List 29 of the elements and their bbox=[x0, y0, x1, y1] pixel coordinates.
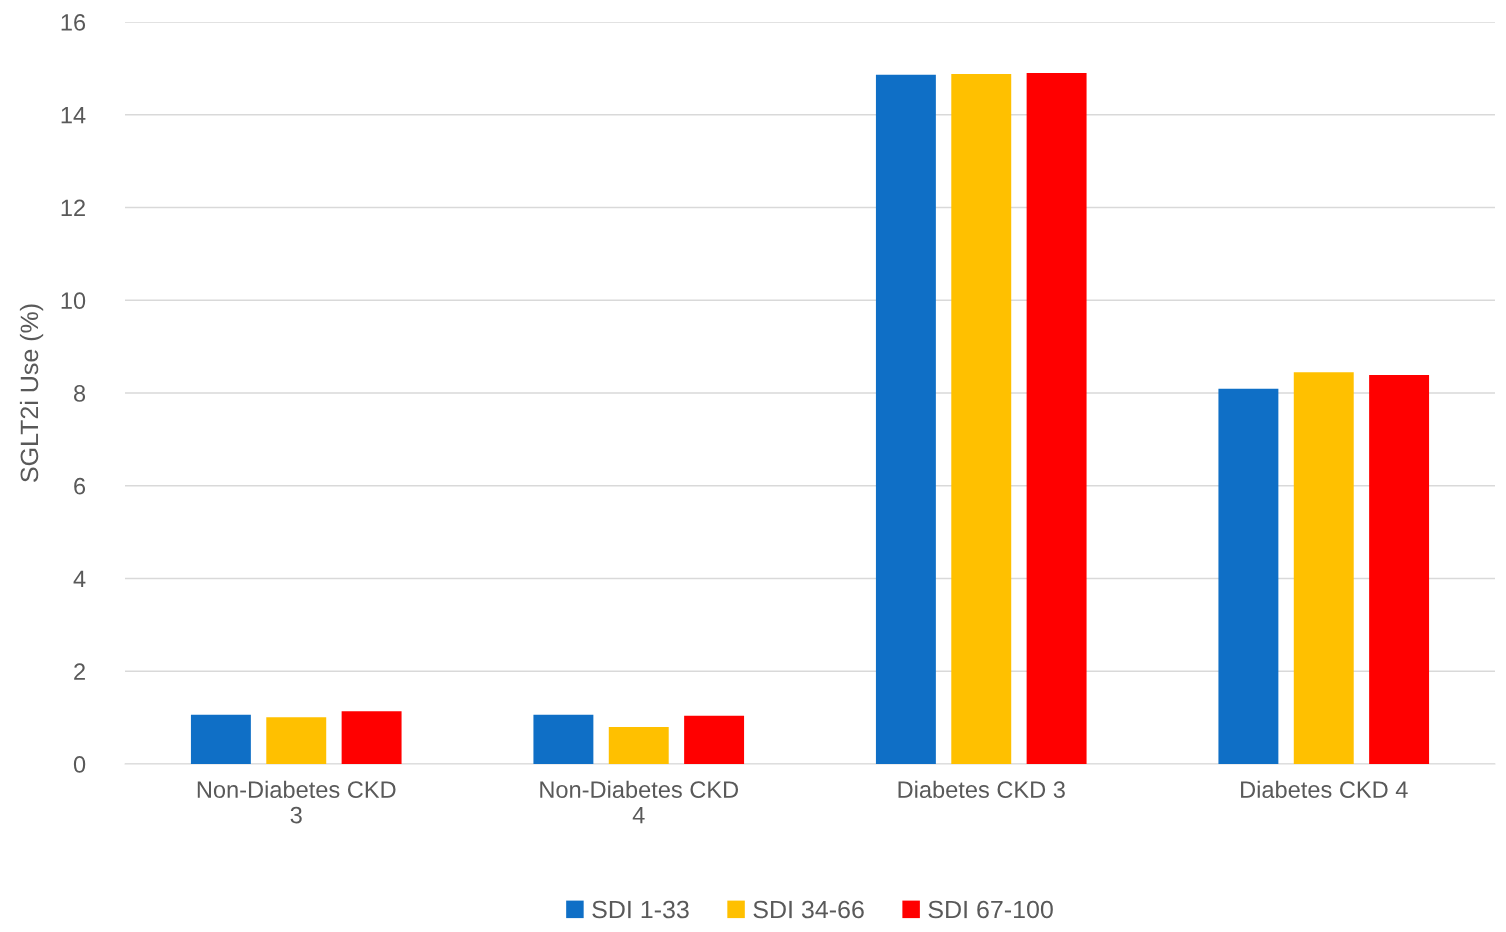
y-tick-label: 12 bbox=[61, 199, 85, 217]
y-tick-label: 4 bbox=[73, 570, 86, 588]
legend-label: SDI 1-33 bbox=[592, 900, 689, 919]
bar bbox=[341, 711, 402, 764]
bar bbox=[608, 726, 669, 764]
y-tick-label: 6 bbox=[74, 477, 86, 495]
bar bbox=[533, 714, 594, 764]
y-tick-label: 14 bbox=[61, 107, 86, 124]
bar bbox=[1026, 73, 1087, 764]
bar bbox=[1369, 374, 1430, 764]
y-tick-label: 16 bbox=[61, 14, 86, 31]
x-tick-label: Non-Diabetes CKD 3 bbox=[197, 780, 396, 824]
bar bbox=[190, 714, 251, 764]
y-tick-label: 10 bbox=[61, 292, 86, 310]
bar bbox=[1293, 372, 1354, 764]
legend-label: SDI 67-100 bbox=[928, 900, 1053, 919]
legend-label: SDI 34-66 bbox=[753, 900, 864, 919]
y-tick-label: 2 bbox=[74, 663, 85, 680]
bar bbox=[266, 717, 327, 764]
x-tick-label: Diabetes CKD 3 bbox=[898, 780, 1065, 799]
bar bbox=[684, 715, 745, 764]
bar bbox=[875, 74, 936, 764]
bar bbox=[1218, 388, 1279, 764]
x-tick-label: Diabetes CKD 4 bbox=[1241, 780, 1408, 799]
bar bbox=[951, 73, 1012, 764]
y-tick-label: 0 bbox=[73, 756, 86, 773]
y-tick-label: 8 bbox=[74, 385, 86, 402]
x-tick-label: Non-Diabetes CKD 4 bbox=[540, 780, 739, 824]
y-axis-title: SGLT2i Use (%) bbox=[19, 304, 44, 482]
